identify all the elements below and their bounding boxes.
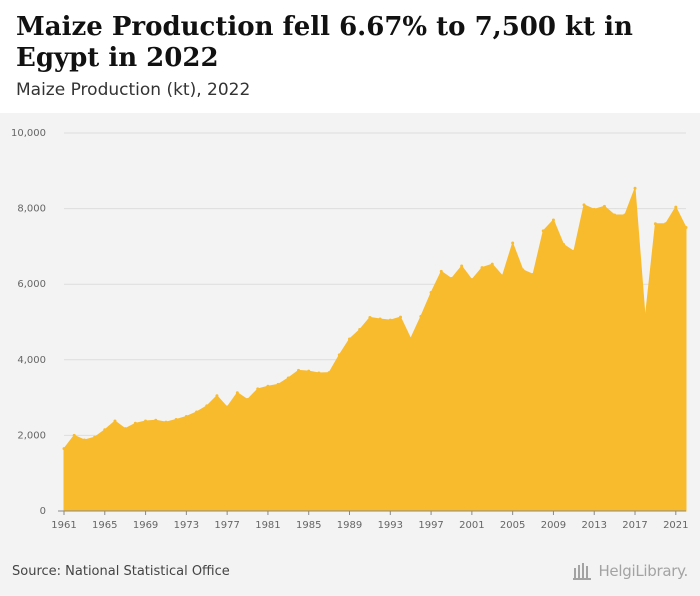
data-point-2009	[551, 218, 555, 222]
data-point-1963	[82, 438, 86, 442]
x-tick-label: 2005	[500, 520, 525, 531]
data-point-1998	[439, 269, 443, 273]
y-tick-label: 2,000	[17, 430, 46, 441]
data-point-1994	[398, 315, 402, 319]
x-tick-label: 2001	[459, 520, 484, 531]
data-point-2003	[490, 262, 494, 266]
data-point-1997	[429, 291, 433, 295]
data-point-2001	[470, 278, 474, 282]
data-point-2008	[541, 229, 545, 233]
data-point-2010	[562, 243, 566, 247]
data-point-2014	[602, 204, 606, 208]
data-point-2013	[592, 207, 596, 211]
x-tick-label: 1981	[255, 520, 280, 531]
data-point-2000	[460, 264, 464, 268]
data-point-2012	[582, 203, 586, 207]
data-point-1981	[266, 384, 270, 388]
data-point-1992	[378, 317, 382, 321]
axes: 0 2,000 4,000 6,000 8,000 10,000 1961 1965 1969 1…	[11, 128, 689, 531]
data-point-2016	[623, 213, 627, 217]
data-point-1995	[409, 337, 413, 341]
data-point-1983	[286, 376, 290, 380]
data-point-1993	[388, 318, 392, 322]
data-point-2005	[511, 241, 515, 245]
data-point-2004	[500, 274, 504, 278]
data-point-1975	[205, 404, 209, 408]
data-point-1965	[103, 428, 107, 432]
data-point-1984	[297, 368, 301, 372]
data-point-1988	[337, 353, 341, 357]
brand-text: HelgiLibrary.	[598, 562, 688, 580]
x-tick-label: 1985	[296, 520, 321, 531]
data-point-1987	[327, 371, 331, 375]
data-point-1968	[133, 421, 137, 425]
chart-title: Maize Production fell 6.67% to 7,500 kt …	[16, 12, 633, 73]
data-point-1961	[62, 447, 66, 451]
source-note: Source: National Statistical Office	[12, 564, 230, 579]
data-point-2021	[674, 205, 678, 209]
data-point-1977	[225, 405, 229, 409]
data-point-1980	[256, 387, 260, 391]
data-point-1976	[215, 394, 219, 398]
data-point-1973	[184, 415, 188, 418]
data-point-1991	[368, 315, 372, 319]
data-point-1986	[317, 371, 321, 375]
series-area-path	[63, 188, 687, 512]
data-point-2018	[643, 316, 647, 320]
x-tick-label: 1993	[378, 520, 403, 531]
x-tick-label: 1989	[337, 520, 362, 531]
x-tick-label: 1977	[214, 520, 239, 531]
data-point-1999	[449, 277, 453, 281]
data-point-1979	[246, 397, 250, 401]
header: Maize Production fell 6.67% to 7,500 kt …	[0, 0, 700, 113]
y-tick-label: 6,000	[17, 279, 46, 290]
x-tick-label: 1973	[174, 520, 199, 531]
data-point-2015	[613, 213, 617, 217]
x-tick-label: 2017	[622, 520, 647, 531]
y-tick-label: 8,000	[17, 204, 46, 215]
data-point-1982	[276, 382, 280, 386]
data-point-2022	[684, 226, 688, 229]
data-point-1989	[348, 337, 352, 341]
x-tick-label: 1961	[51, 520, 76, 531]
x-tick-label: 1997	[418, 520, 443, 531]
data-point-1962	[72, 433, 76, 437]
data-point-1996	[419, 314, 423, 318]
data-point-2002	[480, 266, 484, 270]
data-point-1970	[154, 418, 158, 422]
data-point-1969	[144, 419, 148, 423]
x-tick-label: 2021	[663, 520, 688, 531]
y-tick-label: 4,000	[17, 355, 46, 366]
data-point-1964	[93, 435, 97, 439]
footer: Source: National Statistical Office Helg…	[0, 548, 700, 596]
x-tick-label: 2013	[582, 520, 607, 531]
data-point-1967	[123, 427, 127, 431]
y-tick-label: 0	[40, 506, 46, 517]
data-point-1966	[113, 419, 117, 423]
data-point-1971	[164, 420, 168, 424]
data-point-1972	[174, 418, 178, 422]
data-point-2019	[653, 222, 657, 226]
data-point-2006	[521, 268, 525, 272]
data-point-1978	[235, 391, 239, 395]
data-point-2007	[531, 272, 535, 276]
library-icon	[573, 563, 592, 580]
area-chart: 0 2,000 4,000 6,000 8,000 10,000 1961 1965 1969 1…	[11, 128, 689, 531]
data-point-2020	[664, 222, 668, 226]
x-tick-label: 1969	[133, 520, 158, 531]
x-tick-label: 2009	[541, 520, 566, 531]
data-point-2017	[633, 186, 637, 190]
series-area	[62, 186, 688, 512]
data-point-2011	[572, 249, 576, 253]
data-point-1974	[195, 410, 199, 414]
brand-logo[interactable]: HelgiLibrary.	[573, 558, 688, 584]
data-point-1990	[358, 328, 362, 332]
x-tick-label: 1965	[92, 520, 117, 531]
data-point-1985	[307, 369, 311, 373]
y-tick-label: 10,000	[11, 128, 46, 139]
chart-subtitle: Maize Production (kt), 2022	[16, 80, 251, 100]
